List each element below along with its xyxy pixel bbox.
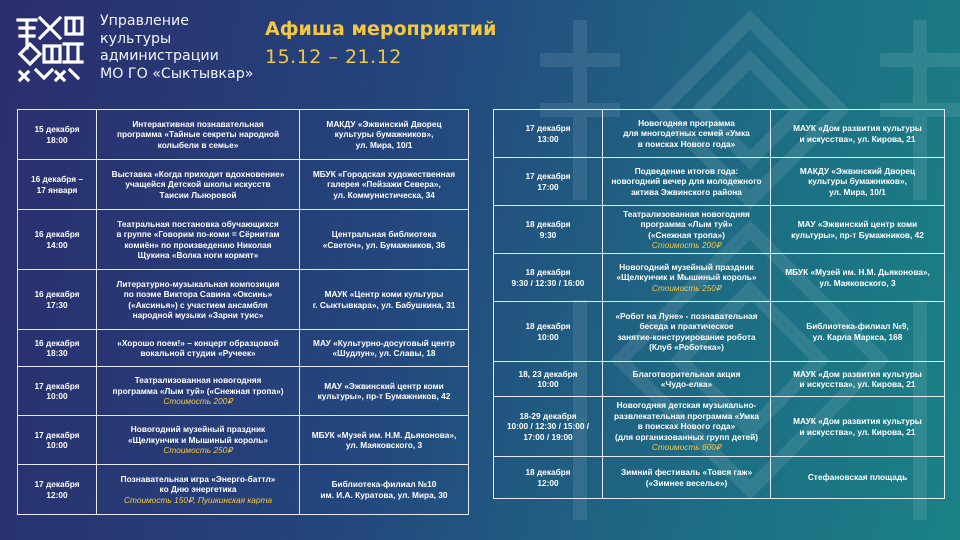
table-row: 18 декабря 9:30 / 12:30 / 16:00 Новогодний… [493,253,945,302]
event-price: Стоимость 250₽ [651,282,722,293]
event-datetime: 16 декабря 17:30 [17,269,97,330]
table-row: 18-29 декабря 10:00 / 12:30 / 15:00 /17:0… [493,396,945,457]
event-venue: МБУК «Городская художественная галерея «П… [299,159,469,210]
schedule-table-left: 15 декабря 18:00 Интерактивная познаватель… [17,109,469,515]
event-description: «Робот на Луне» - познавательная беседа и… [615,310,758,353]
event-datetime: 18-29 декабря 10:00 / 12:30 / 15:00 /17:0… [493,396,603,457]
event-datetime: 18 декабря 12:00 [493,456,603,499]
event-datetime: 17 декабря 10:00 [17,415,97,465]
event-description-cell: Литературно-музыкальная композиция по поэ… [96,269,300,330]
event-venue: Библиотека-филиал №10 им. И.А. Куратова, … [299,464,469,515]
event-description: Благотворительная акция «Чудо-елка» [632,368,741,390]
table-row: 17 декабря 12:00 Познавательная игра «Энер… [17,464,469,515]
table-row: 18 декабря 9:30 Театрализованная новогодня… [493,205,945,254]
event-description-cell: «Робот на Луне» - познавательная беседа и… [602,301,771,362]
event-description: Литературно-музыкальная композиция по поэ… [116,278,280,321]
event-price: Стоимость 250₽ [163,445,233,456]
table-row: 17 декабря 13:00 Новогодняя программа для м… [493,109,945,158]
organization-name: Управление культуры администрации МО ГО … [100,13,253,83]
event-venue: МАУ «Эжвинский центр коми культуры», пр-т… [770,205,945,254]
event-venue: МБУК «Музей им. Н.М. Дьяконова», ул. Маяк… [770,253,945,302]
table-row: 17 декабря 10:00 Театрализованная новогодн… [17,366,469,416]
event-description: Театральная постановка обучающихся в груп… [116,218,280,261]
event-venue: МАУК «Центр коми культуры г. Сыктывкара»,… [299,269,469,330]
event-price: Стоимость 200₽ [163,396,233,407]
table-row: 16 декабря 14:00 Театральная постановка об… [17,209,469,270]
event-description-cell: Театрализованная новогодняя программа «Лы… [96,366,300,416]
event-datetime: 18 декабря 9:30 / 12:30 / 16:00 [493,253,603,302]
event-datetime: 18, 23 декабря 10:00 [493,361,603,397]
table-row: 18 декабря 12:00 Зимний фестиваль «Товся г… [493,456,945,499]
event-datetime: 16 декабря –17 января [17,159,97,210]
org-line: администрации [100,48,219,64]
event-description-cell: Театрализованная новогодняя программа «Лы… [602,205,771,254]
event-description-cell: Новогодняя программа для многодетных семе… [602,109,771,158]
event-description: Познавательная игра «Энерго-баттл» ко Дню… [120,473,276,495]
event-description: Интерактивная познавательная программа «Т… [116,118,280,150]
event-venue: МАУ «Культурно-досуговый центр «Шудлун», … [299,329,469,367]
event-datetime: 16 декабря 14:00 [17,209,97,270]
table-row: 16 декабря 17:30 Литературно-музыкальная к… [17,269,469,330]
event-description-cell: Благотворительная акция «Чудо-елка» [602,361,771,397]
page-title: Афиша мероприятий [265,18,497,40]
event-description-cell: «Хорошо поем!» – концерт образцовой вокал… [96,329,300,367]
event-datetime: 17 декабря 17:00 [493,157,603,206]
table-row: 18, 23 декабря 10:00 Благотворительная акц… [493,361,945,397]
table-row: 16 декабря –17 января Выставка «Когда при… [17,159,469,210]
event-venue: МАУК «Дом развития культуры и искусства»,… [770,109,945,158]
event-venue: МАУК «Дом развития культуры и искусства»,… [770,361,945,397]
event-description: Театрализованная новогодняя программа «Лы… [623,208,750,240]
event-description-cell: Новогодний музейный праздник «Щелкунчик и… [96,415,300,465]
event-description-cell: Интерактивная познавательная программа «Т… [96,109,300,160]
event-datetime: 18 декабря 10:00 [493,301,603,362]
event-datetime: 18 декабря 9:30 [493,205,603,254]
event-price: Стоимость 200₽ [651,240,722,250]
table-row: 16 декабря 18:30 «Хорошо поем!» – концерт … [17,329,469,367]
event-venue: Центральная библиотека «Светоч», ул. Бума… [299,209,469,270]
org-line: культуры [100,30,172,47]
event-datetime: 17 декабря 10:00 [17,366,97,416]
event-description: Новогодний музейный праздник «Щелкунчик и… [616,261,757,283]
table-row: 17 декабря 17:00 Подведение итогов года: но… [493,157,945,206]
event-description: Подведение итогов года: новогодний вечер … [611,165,762,197]
event-venue: Библиотека-филиал №9, ул. Карла Маркса, 1… [770,301,945,362]
org-line: МО ГО «Сыктывкар» [100,65,254,82]
event-venue: МБУК «Музей им. Н.М. Дьяконова», ул. Маяк… [299,415,469,465]
event-description-cell: Новогодняя детская музыкально-развлекате… [602,396,771,457]
event-datetime: 15 декабря 18:00 [17,109,97,160]
org-line: Управление [100,13,190,29]
event-description-cell: Выставка «Когда приходит вдохновение» уча… [96,159,300,210]
schedule-table-right: 17 декабря 13:00 Новогодняя программа для м… [493,109,945,499]
event-datetime: 16 декабря 18:30 [17,329,97,367]
event-description-cell: Зимний фестиваль «Товся гаж» («Зимнее вес… [602,456,771,499]
event-description: Выставка «Когда приходит вдохновение» уча… [111,168,285,200]
event-description: Новогодний музейный праздник «Щелкунчик и… [127,424,269,445]
event-venue: МАКДУ «Эжвинский Дворец культуры бумажник… [299,109,469,160]
event-description: Зимний фестиваль «Товся гаж» («Зимнее вес… [620,467,753,488]
event-description-cell: Подведение итогов года: новогодний вечер … [602,157,771,206]
event-venue: Стефановская площадь [770,456,945,499]
event-venue: МАУК «Дом развития культуры и искусства»,… [770,396,945,457]
logo-icon [16,15,84,82]
event-venue: МАУ «Эжвинский центр коми культуры», пр-т… [299,366,469,416]
table-row: 18 декабря 10:00 «Робот на Луне» - познава… [493,301,945,362]
table-row: 17 декабря 10:00 Новогодний музейный празд… [17,415,469,465]
date-range: 15.12 – 21.12 [265,46,402,68]
event-datetime: 17 декабря 12:00 [17,464,97,515]
event-description-cell: Новогодний музейный праздник «Щелкунчик и… [602,253,771,302]
event-description: Театрализованная новогодняя программа «Лы… [112,375,284,396]
event-price: Стоимость 600₽ [651,442,722,453]
table-row: 15 декабря 18:00 Интерактивная познаватель… [17,109,469,160]
event-description-cell: Театральная постановка обучающихся в груп… [96,209,300,270]
event-datetime: 17 декабря 13:00 [493,109,603,158]
event-description: Новогодняя программа для многодетных семе… [623,117,750,149]
event-description: «Хорошо поем!» – концерт образцовой вокал… [117,337,279,359]
event-description-cell: Познавательная игра «Энерго-баттл» ко Дню… [96,464,300,515]
event-price: Стоимость 150₽, Пушкинская карта [124,494,272,505]
event-description: Новогодняя детская музыкально-развлекате… [614,400,759,442]
event-venue: МАКДУ «Эжвинский Дворец культуры бумажник… [770,157,945,206]
